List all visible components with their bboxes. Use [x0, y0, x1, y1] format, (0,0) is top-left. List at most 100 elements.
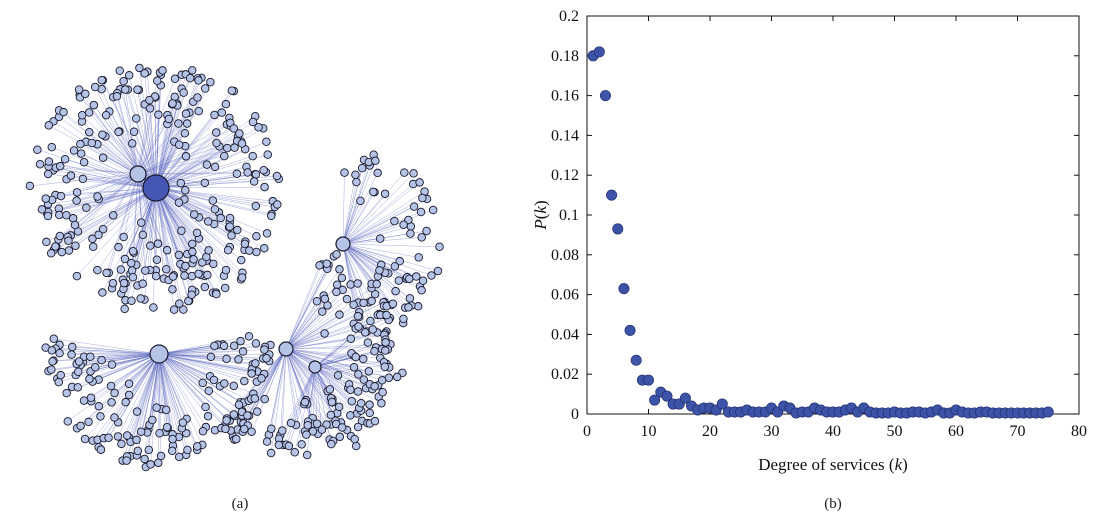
network-edge [45, 347, 160, 355]
network-edge [314, 366, 323, 430]
network-edge [155, 187, 278, 205]
network-node [290, 447, 300, 457]
network-edge [314, 366, 332, 445]
data-points [587, 46, 1054, 419]
network-node [41, 194, 50, 203]
network-edge [98, 173, 139, 236]
network-node [274, 440, 284, 450]
network-node [181, 261, 190, 271]
network-node [337, 273, 347, 283]
y-tick-label: 0 [571, 406, 579, 423]
network-node [203, 412, 213, 421]
network-node [101, 110, 111, 120]
network-edge [137, 173, 205, 184]
network-node [347, 396, 357, 406]
data-point [661, 390, 673, 402]
network-node [93, 265, 102, 275]
network-node [418, 276, 428, 285]
network-edge [342, 191, 425, 245]
network-node [122, 456, 131, 465]
network-edge [60, 165, 139, 175]
network-node [363, 338, 373, 347]
x-tick-label: 10 [641, 423, 657, 440]
network-node [234, 400, 244, 410]
network-edge [342, 173, 414, 245]
network-node [115, 66, 125, 76]
network-node [128, 246, 138, 256]
network-node [267, 424, 276, 434]
network-edge [285, 269, 340, 350]
network-node [59, 107, 68, 117]
network-node [72, 188, 82, 197]
network-node [206, 352, 216, 362]
network-edge [158, 353, 265, 375]
network-node [300, 397, 310, 407]
network-node [25, 181, 35, 191]
network-node [33, 145, 42, 154]
network-edge [155, 166, 247, 189]
network-node [260, 394, 269, 404]
panel-a-label: (a) [231, 496, 249, 512]
network-nodes [25, 63, 444, 472]
network-node [267, 211, 276, 221]
network-hub-node [335, 236, 351, 252]
network-node [98, 288, 107, 297]
y-tick-label: 0.04 [551, 326, 579, 343]
network-node [240, 239, 250, 249]
network-node [201, 402, 210, 412]
network-node [121, 85, 130, 94]
network-edge [155, 90, 235, 189]
network-node [312, 419, 322, 428]
network-edge [66, 353, 160, 394]
network-edge [278, 366, 316, 439]
x-axis-label: Degree of services (k) [758, 455, 908, 474]
network-edge [158, 336, 250, 355]
network-node [377, 399, 386, 408]
network-edge [155, 90, 233, 189]
network-node [181, 152, 191, 161]
network-node [137, 218, 146, 227]
network-node [76, 149, 86, 158]
network-edge [84, 353, 160, 440]
network-edge [282, 348, 287, 431]
network-node [113, 432, 123, 441]
network-edge [158, 353, 228, 419]
network-edge [52, 353, 160, 362]
network-edge [158, 353, 209, 417]
network-edge [158, 353, 234, 415]
network-node [230, 143, 239, 152]
network-node [375, 266, 384, 275]
network-edge [158, 346, 265, 355]
network-node [369, 187, 378, 197]
network-node [116, 265, 126, 274]
network-edge [155, 186, 265, 189]
x-tick-label: 60 [948, 423, 964, 440]
network-node [232, 434, 241, 444]
network-node [252, 231, 261, 241]
y-tick-label: 0.16 [551, 88, 579, 105]
network-node [174, 198, 184, 207]
network-hub-node [149, 344, 169, 364]
y-tick-label: 0.12 [551, 167, 579, 184]
network-node [404, 303, 413, 312]
network-edge [280, 348, 287, 435]
network-node [56, 370, 65, 380]
network-edge [155, 187, 207, 258]
network-node [145, 104, 155, 113]
network-node [153, 239, 163, 248]
network-node [63, 417, 73, 426]
network-node [55, 161, 65, 171]
network-node [365, 408, 374, 418]
network-node [47, 365, 56, 374]
network-node [89, 100, 99, 110]
network-node [211, 128, 221, 137]
network-node [203, 217, 213, 226]
network-edge [137, 142, 217, 175]
network-edge [285, 264, 323, 350]
network-edge [285, 348, 387, 365]
network-node [254, 123, 263, 132]
network-node [155, 429, 164, 438]
network-node [69, 146, 79, 155]
network-edge [342, 243, 439, 272]
network-node [62, 388, 71, 398]
